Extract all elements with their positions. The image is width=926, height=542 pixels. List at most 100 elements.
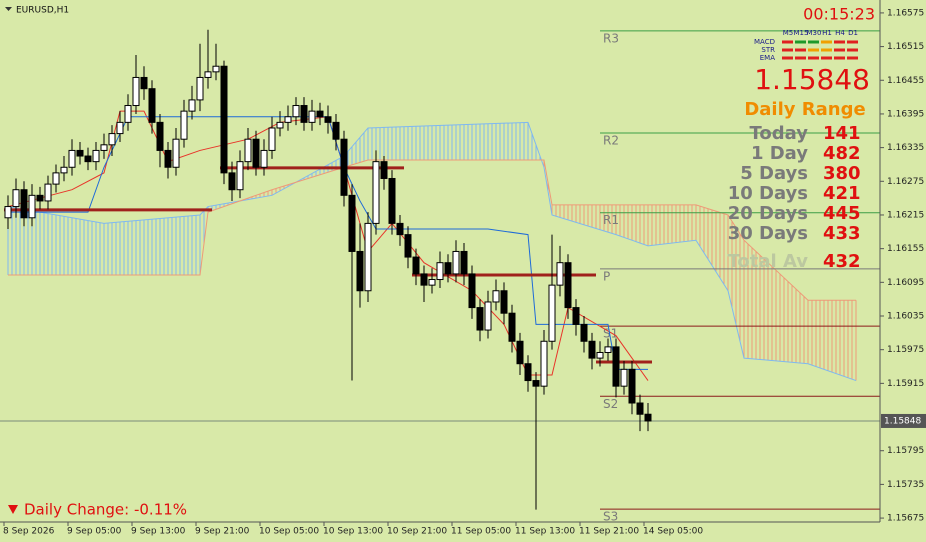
candle-body <box>68 149 76 168</box>
signal-timeframe: D1 <box>848 29 858 37</box>
candle-body <box>92 149 100 163</box>
candle-body <box>404 234 412 258</box>
signal-dash <box>808 56 819 60</box>
candle-body <box>140 76 148 90</box>
y-tick-label: 1.16455 <box>887 76 924 86</box>
big-price: 1.15848 <box>754 63 870 96</box>
y-tick-label: 1.16335 <box>887 143 924 153</box>
candle-body <box>468 273 476 309</box>
signal-dash <box>834 40 845 44</box>
candle-body <box>324 116 332 123</box>
candle-body <box>292 105 300 118</box>
signal-name: MACD <box>754 38 775 46</box>
signal-dash <box>795 48 806 52</box>
candle-body <box>460 250 468 275</box>
pivot-label: P <box>603 269 610 283</box>
candle-body <box>620 368 628 387</box>
candle-body <box>172 138 180 168</box>
candle-body <box>228 172 236 191</box>
candle-body <box>348 194 356 252</box>
candle-body <box>12 189 20 208</box>
timer: 00:15:23 <box>803 5 875 24</box>
y-tick-label: 1.16275 <box>887 177 924 187</box>
signal-dash <box>847 40 858 44</box>
cloud-span-b <box>8 159 856 301</box>
candle-body <box>84 155 92 163</box>
pivot-label: S2 <box>603 397 618 411</box>
signal-dash <box>782 56 793 60</box>
pivot-label: R1 <box>603 213 619 227</box>
signal-name: STR <box>761 46 775 54</box>
candle-body <box>116 121 124 135</box>
pivot-label: S3 <box>603 510 618 524</box>
candle-body <box>580 323 588 342</box>
candle-body <box>276 121 284 129</box>
range-value: 445 <box>823 203 861 224</box>
x-tick-label: 9 Sep 05:00 <box>67 527 122 537</box>
y-tick-label: 1.15915 <box>887 379 924 389</box>
x-tick-label: 14 Sep 05:00 <box>643 527 703 537</box>
signal-dash <box>808 48 819 52</box>
signal-timeframe: H1 <box>822 29 832 37</box>
y-tick-label: 1.15735 <box>887 480 924 490</box>
candle-body <box>124 105 132 123</box>
candle-body <box>252 138 260 168</box>
price-tag-label: 1.15848 <box>884 416 921 426</box>
range-title: Daily Range <box>744 99 865 120</box>
candle-body <box>492 290 500 303</box>
candle-body <box>636 402 644 415</box>
candle-body <box>476 307 484 331</box>
signal-name: EMA <box>760 54 775 62</box>
candle-body <box>308 110 316 123</box>
candle-body <box>364 222 372 292</box>
candle-body <box>4 206 12 219</box>
range-label: 30 Days <box>728 223 808 244</box>
y-tick-label: 1.16215 <box>887 210 924 220</box>
range-value: 380 <box>823 163 861 184</box>
candle-body <box>44 183 52 202</box>
signal-dash <box>795 40 806 44</box>
signal-dash <box>847 56 858 60</box>
cloud-layer <box>7 121 857 382</box>
candle-body <box>452 250 460 275</box>
signal-dash <box>782 48 793 52</box>
candle-body <box>596 351 604 359</box>
x-tick-label: 10 Sep 13:00 <box>323 527 383 537</box>
candle-body <box>388 177 396 224</box>
menu-arrow <box>5 7 12 11</box>
candle-body <box>52 172 60 185</box>
candle-body <box>508 312 516 342</box>
candle-body <box>396 222 404 236</box>
y-tick-label: 1.16155 <box>887 244 924 254</box>
candle-body <box>380 161 388 179</box>
candle-body <box>180 110 188 140</box>
y-tick-label: 1.15975 <box>887 345 924 355</box>
y-tick-label: 1.15675 <box>887 514 924 524</box>
signal-timeframe: H4 <box>835 29 845 37</box>
candle-body <box>236 161 244 191</box>
range-value: 141 <box>823 123 861 144</box>
daily-change: Daily Change: -0.11% <box>24 501 187 519</box>
candle-body <box>332 121 340 140</box>
candle-body <box>428 279 436 286</box>
candle-body <box>516 340 524 365</box>
candle-body <box>132 76 140 107</box>
signal-dash <box>847 48 858 52</box>
x-tick-label: 11 Sep 13:00 <box>515 527 575 537</box>
y-tick-label: 1.16575 <box>887 8 924 18</box>
candle-body <box>20 189 28 219</box>
candle-body <box>28 194 36 219</box>
candle-body <box>300 105 308 123</box>
candle-body <box>204 71 212 78</box>
candle-body <box>484 301 492 331</box>
signal-dash <box>821 56 832 60</box>
y-tick-label: 1.16095 <box>887 278 924 288</box>
candle-body <box>444 262 452 275</box>
signal-dash <box>834 48 845 52</box>
candle-body <box>356 250 364 292</box>
candle-body <box>524 363 532 382</box>
range-value: 482 <box>823 143 861 164</box>
candle-body <box>564 262 572 309</box>
candle-body <box>420 273 428 286</box>
candle-body <box>156 121 164 151</box>
